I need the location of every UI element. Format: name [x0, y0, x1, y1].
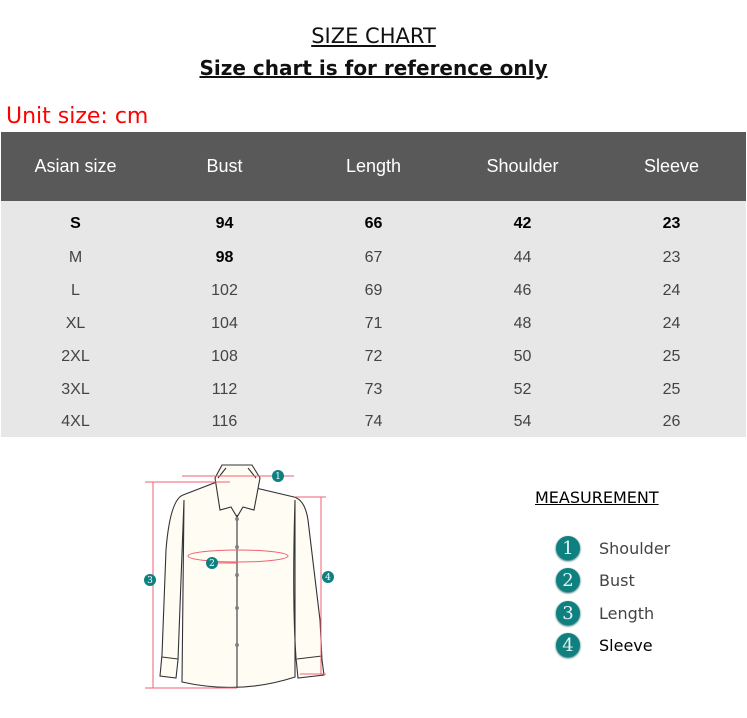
table-cell: 98 — [215, 248, 234, 266]
table-cell: 23 — [662, 215, 681, 232]
number-badge-icon: 4 — [556, 633, 580, 657]
table-cell: 112 — [211, 380, 238, 398]
page-title: SIZE CHART — [311, 24, 436, 48]
table-cell: 73 — [364, 380, 383, 398]
table-cell: 24 — [662, 314, 681, 332]
table-row: 3XL 112 73 52 25 — [1, 373, 746, 406]
table-row: XL 104 71 48 24 — [1, 307, 746, 340]
legend-label: Sleeve — [599, 635, 653, 655]
table-cell: 25 — [662, 380, 681, 398]
table-row: 4XL 116 74 54 26 — [1, 406, 746, 437]
size-table: Asian size Bust Length Shoulder Sleeve S 94 66… — [1, 132, 746, 437]
table-cell: S — [70, 215, 81, 232]
table-cell: L — [71, 281, 80, 299]
table-cell: 2XL — [61, 347, 90, 365]
page-subtitle: Size chart is for reference only — [199, 56, 548, 80]
table-cell: 104 — [211, 314, 238, 332]
table-cell: 108 — [211, 347, 238, 365]
table-cell: 54 — [513, 412, 532, 430]
table-cell: M — [68, 248, 83, 266]
table-header-row: Asian size Bust Length Shoulder Sleeve — [1, 132, 746, 201]
table-cell: 74 — [364, 412, 383, 430]
legend-label: Length — [599, 603, 655, 623]
legend-item: 3 Length — [556, 600, 654, 626]
svg-text:1: 1 — [275, 472, 281, 482]
column-header: Length — [345, 156, 402, 176]
table-cell: XL — [65, 314, 86, 332]
table-row: M 98 67 44 23 — [1, 241, 746, 274]
table-row: L 102 69 46 24 — [1, 274, 746, 307]
legend-item: 2 Bust — [556, 567, 635, 593]
unit-label: Unit size: cm — [6, 104, 149, 129]
table-cell: 66 — [364, 215, 383, 232]
table-cell: 50 — [513, 347, 532, 365]
table-cell: 116 — [211, 412, 238, 430]
table-cell: 94 — [215, 215, 234, 232]
diagram-badges: 1 2 3 4 — [144, 470, 334, 586]
table-cell: 52 — [513, 380, 532, 398]
bust-measure-ellipse — [187, 549, 289, 563]
table-cell: 26 — [662, 412, 681, 430]
table-cell: 3XL — [61, 380, 90, 398]
table-cell: 102 — [211, 281, 238, 299]
legend-item: 1 Shoulder — [556, 535, 670, 561]
table-body: S 94 66 42 23 M 98 67 44 23 L 102 69 46 24 XL 104 71 48 24 2… — [1, 201, 746, 437]
column-header: Bust — [206, 156, 243, 176]
column-header: Sleeve — [643, 156, 700, 176]
shirt-buttons — [235, 517, 239, 647]
shirt-outline-icon — [159, 464, 325, 688]
table-cell: 24 — [662, 281, 681, 299]
legend-label: Bust — [599, 570, 635, 590]
column-header: Asian size — [34, 156, 117, 176]
svg-text:3: 3 — [147, 576, 153, 586]
table-row: S 94 66 42 23 — [1, 201, 746, 241]
measurement-heading: MEASUREMENT — [535, 488, 659, 507]
legend-label: Shoulder — [599, 538, 671, 558]
table-cell: 71 — [364, 314, 383, 332]
table-cell: 48 — [513, 314, 532, 332]
table-cell: 44 — [513, 248, 532, 266]
number-badge-icon: 2 — [556, 568, 580, 592]
table-row: 2XL 108 72 50 25 — [1, 340, 746, 373]
table-cell: 46 — [513, 281, 532, 299]
table-cell: 42 — [513, 215, 532, 232]
svg-text:2: 2 — [209, 559, 215, 569]
table-cell: 25 — [662, 347, 681, 365]
table-cell: 4XL — [61, 412, 90, 430]
table-cell: 23 — [662, 248, 681, 266]
table-cell: 72 — [364, 347, 383, 365]
table-cell: 67 — [364, 248, 383, 266]
legend-item: 4 Sleeve — [556, 632, 653, 658]
number-badge-icon: 3 — [556, 601, 580, 625]
column-header: Shoulder — [486, 156, 559, 176]
number-badge-icon: 1 — [556, 536, 580, 560]
svg-text:4: 4 — [325, 573, 331, 583]
table-cell: 69 — [364, 281, 383, 299]
